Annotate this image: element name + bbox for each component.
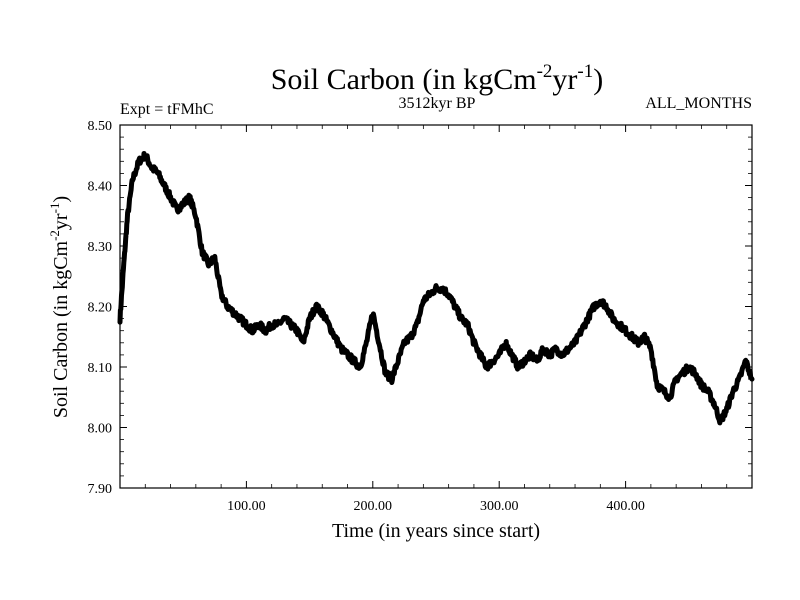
y-tick-label: 8.10 <box>88 361 113 376</box>
y-tick-label: 8.30 <box>88 240 113 255</box>
x-tick-label: 100.00 <box>227 499 266 514</box>
series-line-soil-carbon <box>117 151 755 426</box>
y-tick-label: 8.20 <box>88 301 113 316</box>
y-tick-label: 8.00 <box>88 422 113 437</box>
months-label: ALL_MONTHS <box>645 95 752 112</box>
y-tick-label: 8.50 <box>88 119 113 134</box>
x-axis: 100.00 200.00 300.00 400.00 <box>144 125 728 514</box>
x-tick-label: 200.00 <box>354 499 393 514</box>
experiment-label: Expt = tFMhC <box>120 101 213 118</box>
y-axis-label: Soil Carbon (in kgCm-2yr-1) <box>47 196 72 418</box>
x-tick-label: 300.00 <box>480 499 519 514</box>
x-axis-label: Time (in years since start) <box>332 520 540 542</box>
y-tick-label: 8.40 <box>88 180 113 195</box>
period-label: 3512kyr BP <box>399 95 476 112</box>
chart-title: Soil Carbon (in kgCm-2yr-1) <box>271 61 604 96</box>
x-tick-label: 400.00 <box>606 499 645 514</box>
plot-frame <box>119 124 753 489</box>
y-tick-label: 7.90 <box>88 482 113 497</box>
